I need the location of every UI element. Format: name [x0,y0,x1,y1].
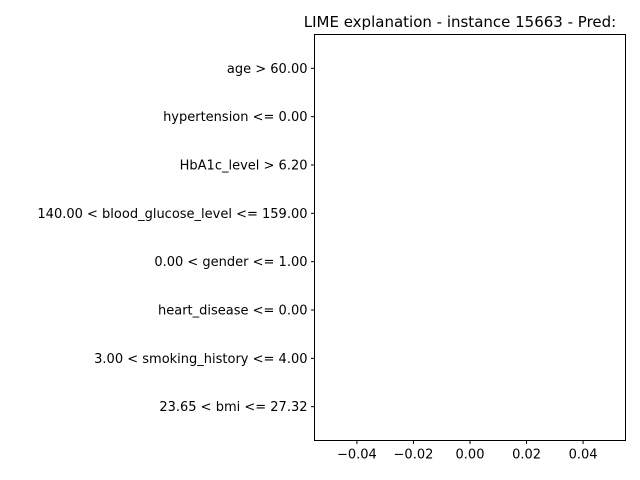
y-tick-label: HbA1c_level > 6.20 [180,159,308,174]
x-tick-label: 0.00 [456,448,485,463]
x-tick-label: 0.02 [512,448,541,463]
x-tick-label: −0.04 [337,448,377,463]
y-tick-label: hypertension <= 0.00 [163,110,307,125]
y-tick-label: age > 60.00 [227,62,308,77]
y-tick-label: 23.65 < bmi <= 27.32 [159,400,307,415]
y-tick-label: 3.00 < smoking_history <= 4.00 [94,352,307,367]
x-tick-label: 0.04 [569,448,598,463]
y-tick-label: 140.00 < blood_glucose_level <= 159.00 [37,207,307,222]
chart-title: LIME explanation - instance 15663 - Pred… [304,13,616,31]
plot-area-frame [314,34,626,441]
x-tick-label: −0.02 [394,448,434,463]
y-tick-label: heart_disease <= 0.00 [158,304,308,319]
x-ticks-group: −0.04 −0.02 0.00 0.02 0.04 [337,440,598,463]
y-tick-label: 0.00 < gender <= 1.00 [154,255,307,270]
y-ticks-group: 23.65 < bmi <= 27.32 3.00 < smoking_histo… [37,62,315,415]
